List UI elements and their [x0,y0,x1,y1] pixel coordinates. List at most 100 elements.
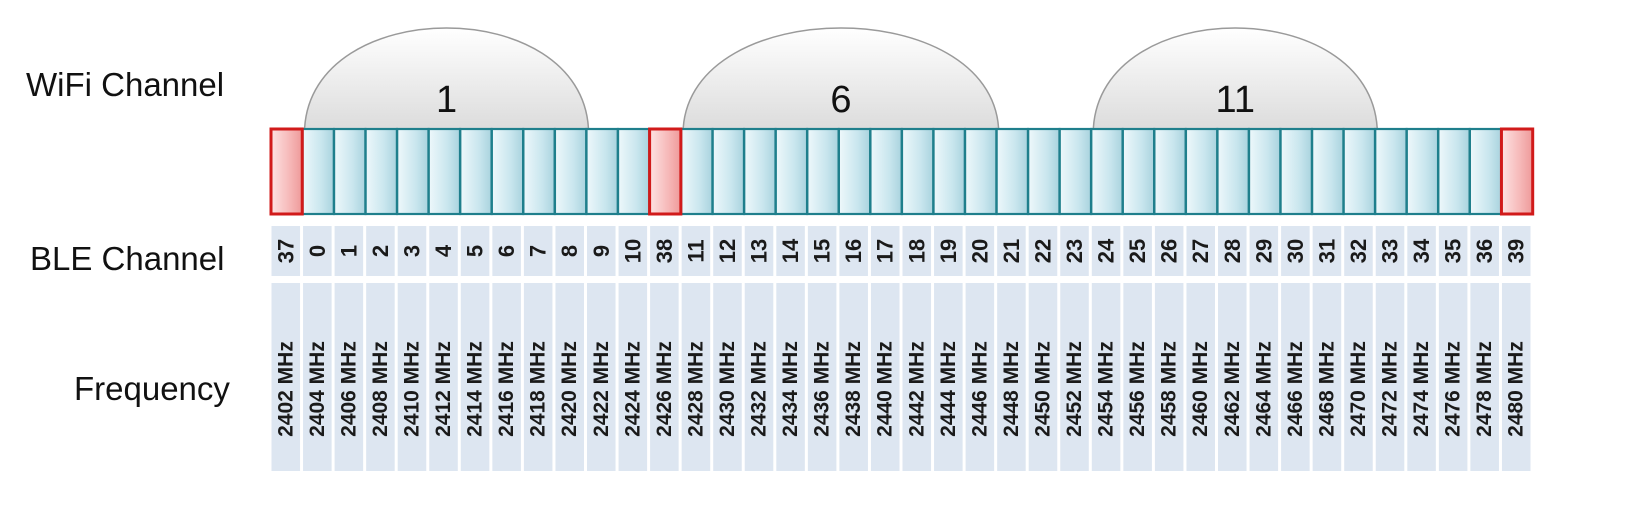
frequency-cell-bg [870,283,900,471]
frequency-label: 2402 MHz [274,341,297,437]
ble-channel-number: 20 [967,239,992,263]
frequency-cell-bg [492,283,521,471]
wifi-channel-arc [682,27,1000,130]
frequency-label: 2412 MHz [432,341,455,437]
ble-channel-cell-bg [1438,226,1468,276]
frequency-cell-bg [744,283,774,471]
frequency-label: 2460 MHz [1189,341,1212,437]
frequency-cell-bg [303,283,332,471]
data-channel-cell [711,127,746,216]
wifi-channel-label: 6 [830,79,851,121]
ble-channel-cell-bg [965,226,995,276]
frequency-cell-bg [807,283,837,471]
ble-channel-cell-bg [1407,226,1436,276]
ble-channel-number: 5 [463,245,488,257]
ble-channel-number: 16 [841,239,866,263]
data-channel-cell [585,127,619,216]
frequency-label: 2438 MHz [842,341,865,437]
ble-channel-cell-bg [1091,226,1121,276]
ble-channel-number: 10 [620,239,645,263]
frequency-label: 2476 MHz [1442,341,1465,437]
frequency-cell-bg [618,283,648,471]
ble-channel-number: 0 [305,245,330,257]
frequency-label: 2466 MHz [1284,341,1307,437]
ble-channel-number: 24 [1094,238,1119,263]
frequency-label: 2462 MHz [1221,341,1244,437]
data-channel-cell [869,127,903,216]
data-channel-cell [396,127,430,216]
frequency-label: 2424 MHz [621,341,644,437]
ble-channel-cell-bg [587,226,616,276]
ble-channel-cell-bg [397,226,427,276]
ble-channel-number: 26 [1157,239,1182,263]
ble-channel-number: 39 [1504,239,1529,263]
ble-channel-number: 1 [336,245,361,257]
ble-channel-cell-bg [1501,226,1531,276]
ble-channel-cell-bg [303,226,332,276]
frequency-label: 2436 MHz [811,341,834,437]
data-channel-cell [522,127,556,216]
ble-channel-number: 17 [873,239,898,263]
frequency-label: 2442 MHz [905,341,928,437]
frequency-cell-bg [397,283,427,471]
frequency-cell-bg [650,283,679,471]
ble-channel-number: 32 [1346,239,1371,263]
advertising-channel-cell [1499,127,1535,216]
frequency-label: 2448 MHz [1000,341,1023,437]
data-channel-cell [1468,127,1503,216]
frequency-cell-bg [523,283,553,471]
frequency-cell-bg [429,283,458,471]
ble-channel-cell-bg [1154,226,1184,276]
frequency-label: 2408 MHz [369,341,392,437]
ble-channel-number: 9 [589,245,614,257]
ble-channel-number: 14 [778,238,803,263]
data-channel-cell [1027,127,1061,216]
frequency-cell-bg [334,283,364,471]
ble-channel-cell-bg [934,226,963,276]
ble-channel-cell-bg [429,226,458,276]
ble-channel-cell-bg [650,226,679,276]
ble-channel-cell-bg [1312,226,1342,276]
ble-channel-cell-bg [744,226,774,276]
frequency-cell-bg [1154,283,1184,471]
frequency-label: 2404 MHz [306,341,329,437]
ble-channel-number: 30 [1283,239,1308,263]
frequency-label: 2418 MHz [527,341,550,437]
frequency-cell-bg [271,283,301,471]
data-channel-cell [333,127,367,216]
ble-channel-number: 21 [999,239,1024,263]
ble-channel-cell-bg [1344,226,1373,276]
ble-channel-number: 34 [1409,238,1434,263]
data-channel-cell [1216,127,1250,216]
frequency-label: 2458 MHz [1158,341,1181,437]
ble-channel-number: 23 [1062,239,1087,263]
frequency-cell-bg [555,283,584,471]
frequency-cell-bg [1060,283,1089,471]
ble-channel-cell-bg [1028,226,1058,276]
data-channel-cell [490,127,525,216]
ble-channel-number: 27 [1188,239,1213,263]
ble-channel-number: 11 [683,239,708,262]
frequency-label: 2456 MHz [1126,341,1149,437]
wifi-channel-11: 11 [1092,27,1379,130]
ble-channel-number: 38 [652,239,677,263]
frequency-cell-bg [1470,283,1499,471]
ble-channel-cells [269,127,1535,216]
ble-channel-cell-bg [271,226,301,276]
frequency-row-label: Frequency [74,370,230,407]
ble-channel-number: 3 [399,245,424,257]
ble-channel-cell-bg [555,226,584,276]
ble-channel-row-label: BLE Channel [30,240,224,277]
ble-channel-cell-bg [807,226,837,276]
ble-channel-cell-bg [1218,226,1247,276]
frequency-label: 2480 MHz [1505,341,1528,437]
ble-channel-number: 12 [715,239,740,263]
data-channel-cell [1342,127,1377,216]
ble-channel-number: 19 [936,239,961,263]
ble-channel-number: 7 [526,245,551,257]
wifi-channel-6: 6 [682,27,1000,130]
ble-channel-numbers: 37 0 1 2 3 4 5 6 7 8 9 10 38 11 12 13 14 15 16 17 18 19 20 21 22… [271,226,1531,276]
frequency-cell-bg [965,283,995,471]
ble-channel-number: 33 [1378,239,1403,263]
frequency-label: 2472 MHz [1379,341,1402,437]
